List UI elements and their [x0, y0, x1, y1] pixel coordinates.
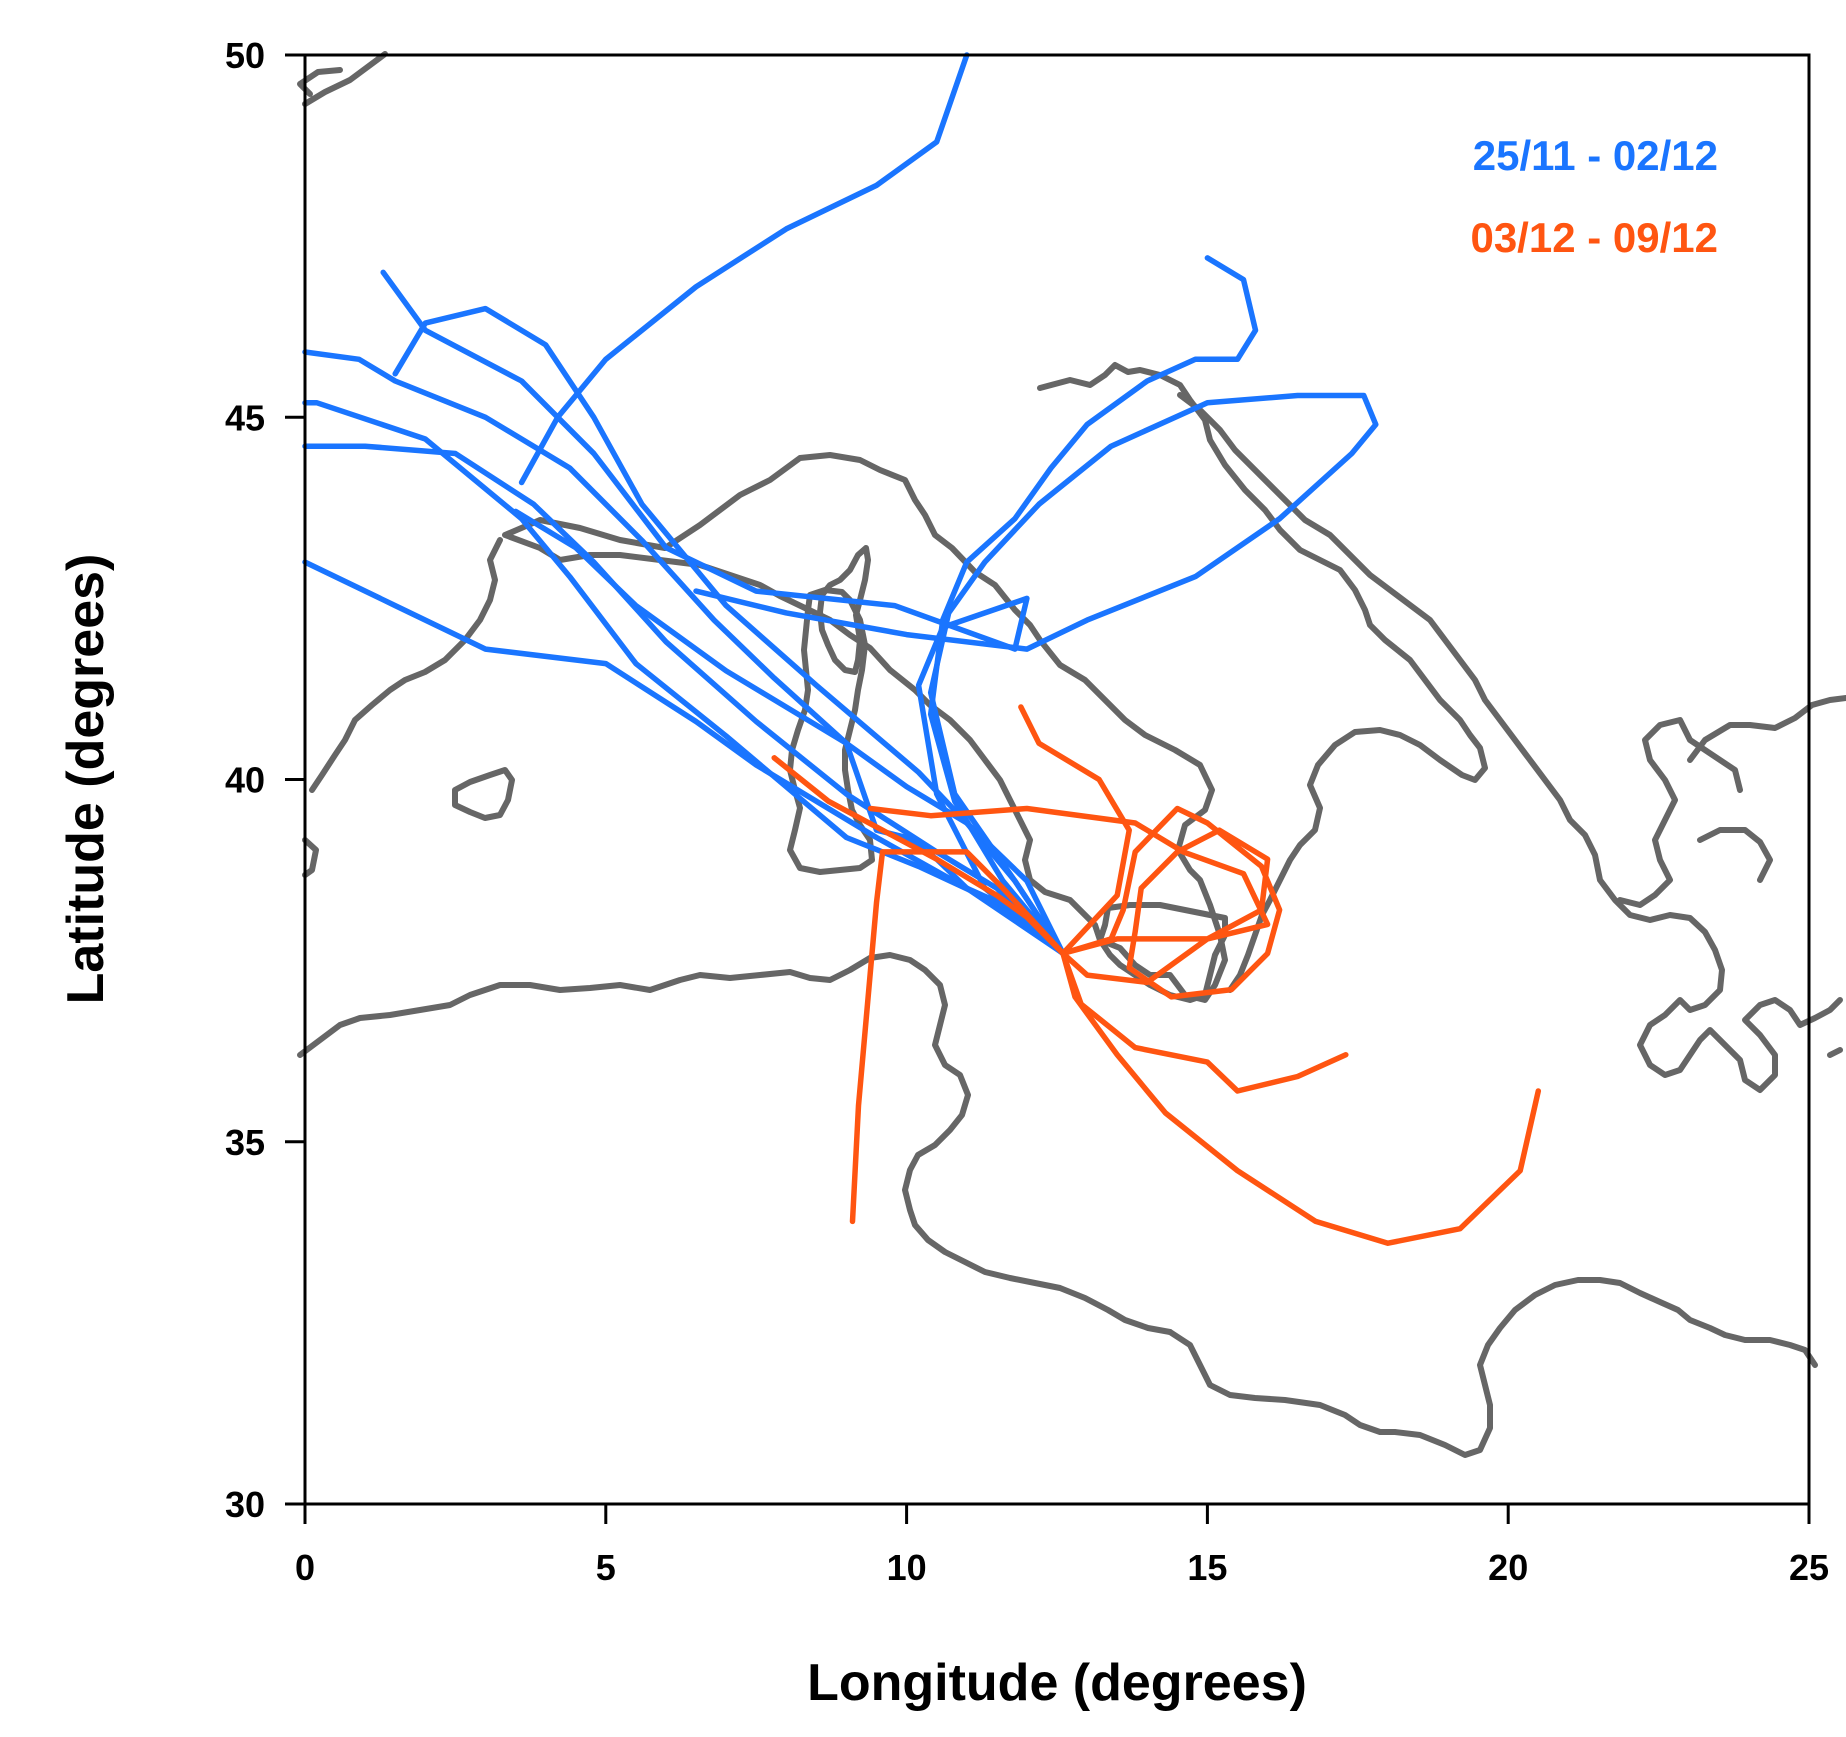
x-tick-label: 15 — [1187, 1547, 1227, 1588]
coastline-balearic — [452, 767, 515, 821]
x-tick-label: 0 — [295, 1547, 315, 1588]
y-tick-label: 30 — [225, 1484, 265, 1525]
y-tick-label: 40 — [225, 760, 265, 801]
coastline-balkans — [1177, 392, 1846, 1093]
y-axis-title: Latitude (degrees) — [57, 554, 115, 1005]
trajectories — [302, 52, 1542, 1246]
coastline-greece — [1617, 717, 1843, 1058]
coastline-iberia — [297, 537, 1173, 1335]
y-tick-label: 50 — [225, 35, 265, 76]
coastlines — [297, 51, 1846, 1458]
x-tick-label: 20 — [1488, 1547, 1528, 1588]
trajectory-line-8 — [927, 255, 1259, 957]
y-tick-label: 45 — [225, 397, 265, 438]
trajectory-line-15 — [1060, 950, 1349, 1094]
legend-entry-second-period: 03/12 - 09/12 — [1470, 214, 1718, 261]
trajectory-line-5 — [512, 508, 1066, 957]
trajectory-line-7 — [380, 269, 1066, 957]
coastline-adriatic — [1037, 362, 1488, 993]
trajectory-line-3 — [302, 559, 1066, 957]
trajectory-line-10 — [518, 52, 970, 486]
coastline-north — [297, 51, 388, 107]
x-axis-title: Longitude (degrees) — [807, 1654, 1307, 1712]
plot-area: 0 5 10 15 20 25 30 35 40 45 50 — [225, 35, 1846, 1588]
coastline-corsica — [817, 545, 871, 675]
x-tick-label: 10 — [887, 1547, 927, 1588]
trajectory-line-14 — [867, 805, 1283, 1000]
legend-entry-first-period: 25/11 - 02/12 — [1473, 132, 1718, 179]
trajectory-line-2 — [302, 443, 1066, 957]
axis-ticks: 0 5 10 15 20 25 30 35 40 45 50 — [225, 35, 1829, 1588]
coastline-north-africa — [1167, 1277, 1818, 1458]
trajectory-line-9 — [693, 392, 1379, 957]
trajectory-line-12 — [849, 849, 1066, 1225]
trajectory-line-13 — [1018, 704, 1132, 957]
trajectory-line-4 — [302, 349, 1066, 957]
x-tick-label: 5 — [596, 1547, 616, 1588]
y-tick-label: 35 — [225, 1122, 265, 1163]
trajectory-line-16 — [1060, 950, 1542, 1246]
x-tick-label: 25 — [1789, 1547, 1829, 1588]
